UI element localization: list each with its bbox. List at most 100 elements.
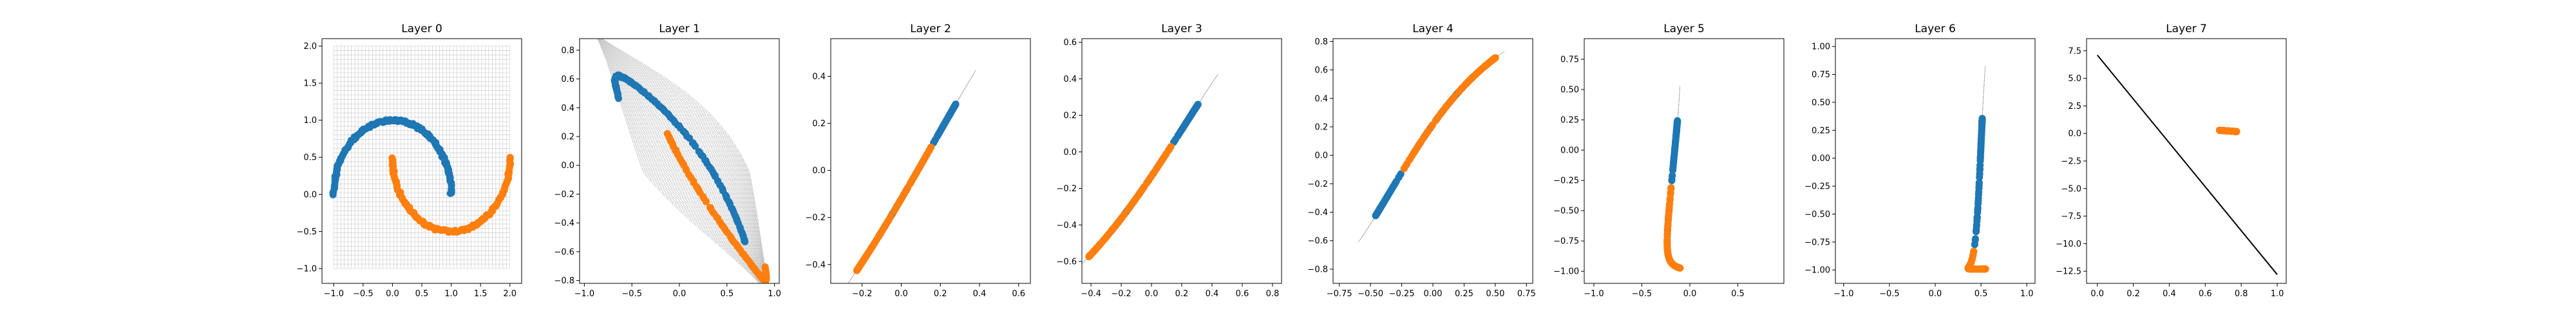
point-orange — [702, 198, 710, 205]
x-tick-label: 0.25 — [1455, 289, 1473, 299]
decision-line — [2096, 55, 2278, 275]
x-tick-label: 0.75 — [1517, 289, 1536, 299]
y-tick-label: −0.4 — [1307, 208, 1328, 218]
x-tick-label: 2.0 — [503, 289, 516, 299]
x-tick-label: 0.4 — [1206, 289, 1219, 299]
x-tick-label: −1.0 — [1833, 289, 1854, 299]
y-tick-label: 2.5 — [2068, 102, 2081, 111]
y-tick-label: 0.0 — [561, 161, 574, 171]
grid-line — [601, 50, 761, 237]
grid-line — [601, 39, 751, 178]
x-tick-label: 0.6 — [1012, 289, 1025, 299]
grid-line — [607, 64, 764, 260]
y-tick-label: 0.00 — [1560, 146, 1579, 156]
point-orange — [761, 263, 769, 270]
axes-frame — [2086, 38, 2287, 284]
x-tick-label: 0.8 — [1266, 289, 1280, 299]
x-tick-label: 0.4 — [973, 289, 987, 299]
y-tick-label: 0.25 — [1812, 126, 1830, 136]
panel-layer-3: −0.4 −0.2 0.0 0.2 0.4 0.6 0.8 −0.6 −0.4 −0.2 0.0 0.… — [1056, 23, 1282, 299]
grid-line — [1379, 52, 1504, 211]
grid-line — [1381, 52, 1504, 207]
y-tick-label: −1.00 — [1804, 266, 1830, 276]
y-tick-label: 0.0 — [2068, 129, 2081, 139]
x-tick-label: 1.0 — [768, 289, 781, 299]
y-tick-label: −0.4 — [805, 260, 826, 270]
x-tick-label: 1.5 — [474, 289, 488, 299]
grid-line — [597, 39, 756, 205]
grid-line — [1976, 66, 1985, 232]
point-blue — [329, 191, 337, 198]
y-tick-label: 1.0 — [303, 116, 317, 126]
x-tick-label: 0.0 — [2090, 289, 2104, 299]
x-tick-label: 0.8 — [2235, 289, 2248, 299]
grid-line — [598, 41, 757, 214]
grid-line — [1389, 51, 1504, 193]
grid-line — [1376, 52, 1503, 214]
panel-title: Layer 4 — [1412, 23, 1454, 35]
x-tick-label: −1.0 — [1584, 289, 1604, 299]
y-tick-label: −10.0 — [2056, 240, 2081, 249]
grid-line — [740, 153, 767, 283]
x-tick-label: 0.2 — [934, 289, 947, 299]
x-tick-label: 0.0 — [1145, 289, 1159, 299]
panel-layer-1: −1.0 −0.5 0.0 0.5 1.0 −0.8 −0.6 −0.4 −0.2 0.0 0.2 0… — [554, 23, 781, 299]
y-tick-label: −0.8 — [1307, 265, 1328, 274]
x-tick-label: 0.5 — [1975, 289, 1988, 299]
panel-title: Layer 7 — [2166, 23, 2207, 35]
grid-line — [745, 163, 768, 283]
panel-title: Layer 6 — [1915, 23, 1956, 35]
point-blue — [1973, 222, 1980, 230]
axes-frame — [1584, 38, 1785, 284]
grid-line — [602, 51, 761, 241]
grid-line — [743, 158, 767, 283]
grid-line — [1672, 86, 1680, 171]
plot-area — [848, 70, 976, 283]
x-tick-label: 0.5 — [415, 289, 429, 299]
y-tick-label: 0.2 — [1314, 122, 1328, 132]
point-orange — [2228, 128, 2235, 135]
grid-line — [1387, 52, 1504, 198]
x-tick-label: −0.2 — [852, 289, 873, 299]
grid-line — [600, 44, 759, 226]
point-blue — [695, 147, 703, 155]
point-orange — [1481, 62, 1489, 70]
grid-line — [734, 144, 766, 283]
grid-line — [731, 139, 765, 283]
point-blue — [1973, 228, 1980, 236]
y-tick-label: 1.5 — [303, 79, 317, 89]
y-tick-label: 0.4 — [1063, 75, 1077, 84]
x-tick-label: 0.0 — [1929, 289, 1942, 299]
plot-area — [2096, 55, 2278, 275]
point-blue — [1976, 154, 1984, 162]
panel-layer-6: −1.0 −0.5 0.0 0.5 1.0 −1.00 −0.75 −0.50 −0.25 0.0… — [1804, 23, 2036, 299]
point-orange — [1976, 265, 1984, 273]
x-tick-label: 1.0 — [444, 289, 458, 299]
grid-line — [608, 66, 764, 262]
point-blue — [1975, 197, 1982, 205]
y-tick-label: 0.2 — [812, 119, 826, 129]
point-blue — [1973, 215, 1981, 223]
grid-line — [643, 64, 735, 260]
axes-frame — [1081, 38, 1282, 284]
x-tick-label: −1.0 — [323, 289, 344, 299]
x-tick-label: −0.5 — [621, 289, 642, 299]
plot-area — [1964, 66, 1991, 273]
point-blue — [1669, 173, 1676, 180]
x-tick-label: −0.50 — [1358, 289, 1383, 299]
y-tick-label: −0.2 — [1056, 184, 1077, 194]
y-tick-label: −0.50 — [1804, 210, 1830, 220]
point-orange — [1672, 263, 1680, 270]
grid-line — [599, 39, 753, 192]
y-tick-label: −0.25 — [1553, 176, 1579, 186]
y-tick-label: 0.0 — [303, 190, 317, 200]
x-tick-label: −1.0 — [574, 289, 595, 299]
grid-line — [598, 39, 754, 196]
grid-line — [597, 39, 755, 201]
axes-frame — [830, 38, 1031, 284]
x-tick-label: 1.0 — [2020, 289, 2034, 299]
x-tick-label: −0.25 — [1389, 289, 1415, 299]
y-tick-label: 0.8 — [1314, 37, 1328, 47]
panel-layer-4: −0.75 −0.50 −0.25 0.00 0.25 0.50 0.75 −0.8 −0.6 −… — [1307, 23, 1535, 299]
